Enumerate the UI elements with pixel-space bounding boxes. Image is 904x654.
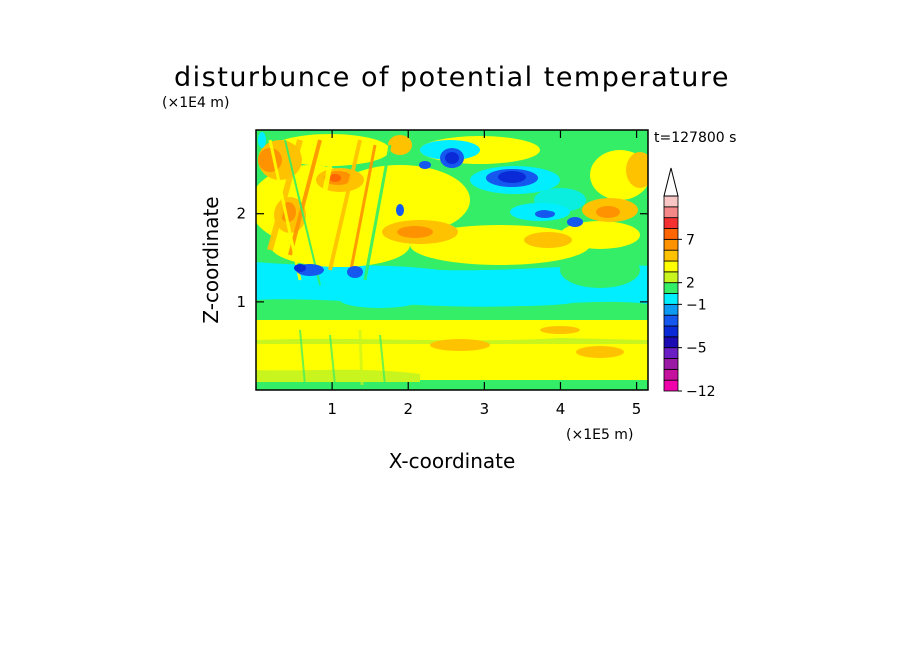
colorbar-swatch [663,325,679,338]
y-tick-label: 1 [236,293,246,311]
x-tick-label: 1 [327,400,337,418]
colorbar-extend-arrow [663,167,679,197]
colorbar-label: −5 [686,341,707,357]
x-tick-label: 2 [403,400,413,418]
colorbar-swatch [663,217,679,229]
x-axis-label: X-coordinate [389,449,516,473]
colorbar-swatch [663,271,679,284]
colorbar: −12−5−127 [663,167,716,400]
colorbar-swatch [663,347,679,359]
colorbar-label: 7 [686,232,695,248]
contour-field [256,132,648,390]
colorbar-swatch [663,260,679,273]
colorbar-swatch [663,358,679,370]
y-tick-label: 2 [236,205,246,223]
colorbar-swatch [663,249,679,262]
colorbar-swatch [663,228,679,240]
colorbar-swatch [663,293,679,305]
x-tick-label: 4 [556,400,566,418]
colorbar-swatch [663,206,679,219]
x-tick-label: 5 [632,400,642,418]
plot-area [256,130,648,390]
colorbar-label: −12 [686,384,716,400]
y-axis-ticks: 12 [236,205,648,311]
colorbar-label: −1 [686,297,707,313]
colorbar-swatch [663,368,679,381]
colorbar-label: 2 [686,276,695,292]
colorbar-swatch [663,314,679,327]
colorbar-swatch [663,336,679,349]
plot-frame [255,129,649,391]
colorbar-swatch [663,195,679,208]
x-unit-label: (×1E5 m) [566,427,633,443]
y-unit-label: (×1E4 m) [162,95,229,111]
x-tick-label: 3 [480,400,490,418]
x-axis-ticks: 1 2 3 4 5 [327,130,641,418]
chart-title: disturbunce of potential temperature [174,62,730,93]
colorbar-swatch [663,282,679,294]
colorbar-swatch [663,303,679,316]
y-axis-label: Z-coordinate [199,196,223,323]
colorbar-swatch [663,238,679,251]
time-label: t=127800 s [654,130,736,146]
colorbar-swatch [663,379,679,392]
